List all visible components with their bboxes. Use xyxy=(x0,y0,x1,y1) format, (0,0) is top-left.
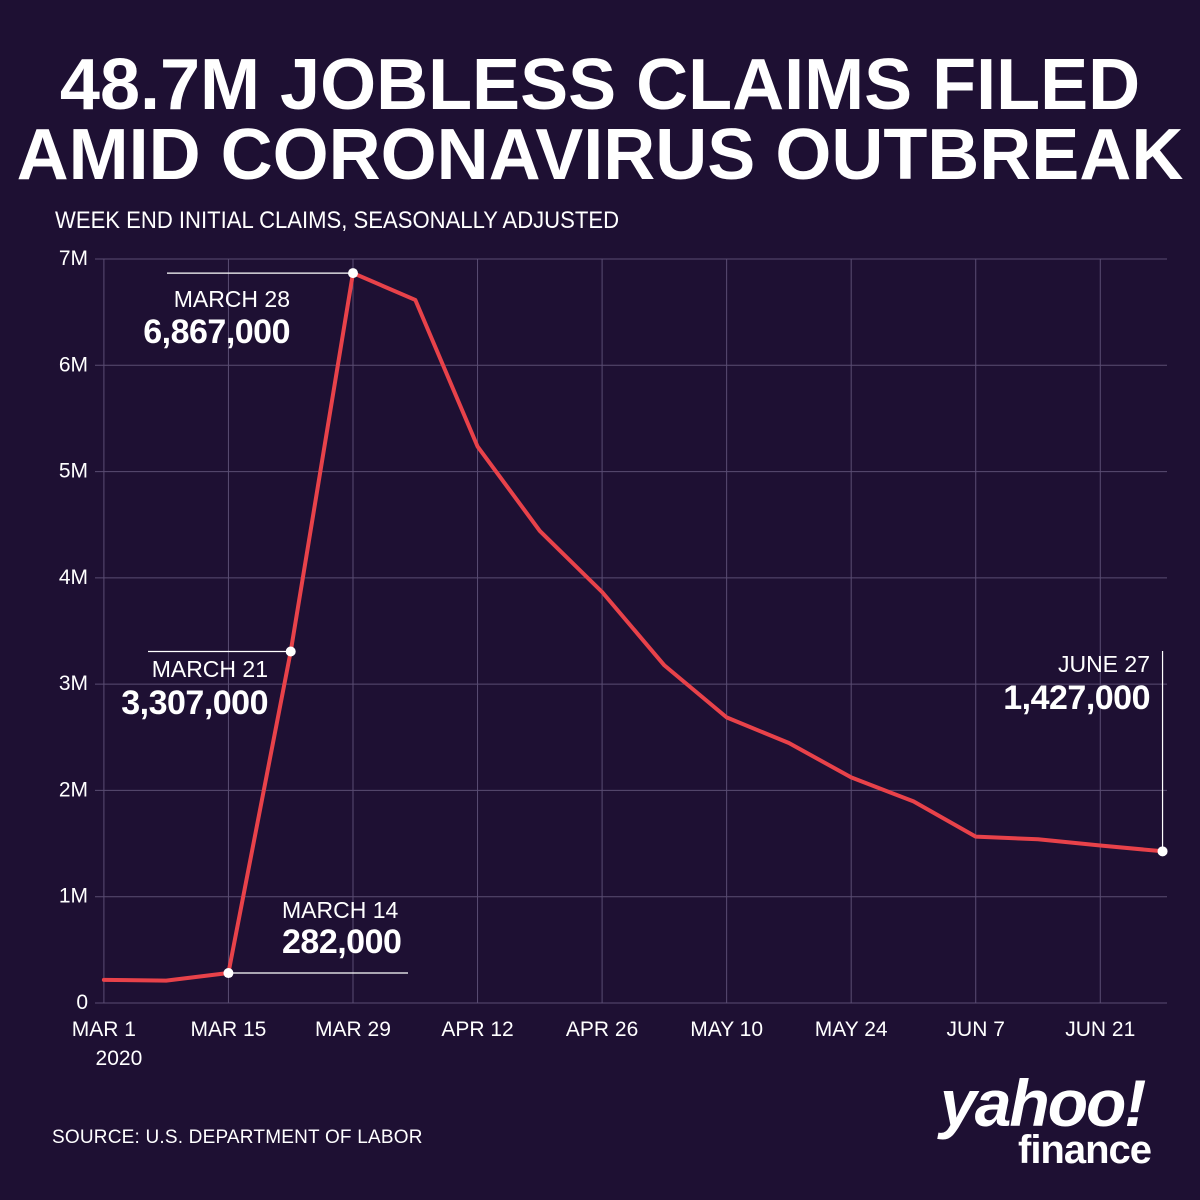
x-tick-label: JUN 21 xyxy=(1065,1018,1135,1041)
yahoo-finance-logo: yahoo! finance xyxy=(940,1066,1160,1172)
x-tick-label: JUN 7 xyxy=(947,1018,1005,1041)
y-tick-label: 0 xyxy=(76,991,88,1014)
x-tick-label: MAR 15 xyxy=(191,1018,267,1041)
logo-finance-text: finance xyxy=(1018,1128,1152,1172)
annotation-value-label: 6,867,000 xyxy=(143,313,290,351)
chart-title-line-2: AMID CORONAVIRUS OUTBREAK xyxy=(16,115,1184,195)
data-point-marker xyxy=(285,646,296,657)
axis-layer: 0 1M 2M 3M 4M 5M 6M 7M MAR 1 2020 MAR 15 MAR 29 APR … xyxy=(59,247,1135,1070)
series-layer xyxy=(101,271,1165,983)
chart-subtitle: WEEK END INITIAL CLAIMS, SEASONALLY ADJU… xyxy=(55,207,620,234)
source-note: SOURCE: U.S. DEPARTMENT OF LABOR xyxy=(52,1127,423,1148)
y-tick-label: 7M xyxy=(59,247,88,270)
point-layer xyxy=(223,268,1168,979)
annotation-date-label: MARCH 21 xyxy=(152,656,268,682)
y-tick-label: 6M xyxy=(59,353,88,376)
x-tick-label: MAR 29 xyxy=(315,1018,391,1041)
claims-series-line xyxy=(101,271,1165,983)
y-tick-label: 2M xyxy=(59,778,88,801)
y-tick-label: 3M xyxy=(59,672,88,695)
data-point-marker xyxy=(347,268,358,279)
x-tick-label: MAY 10 xyxy=(690,1018,763,1041)
annotation-date-label: MARCH 14 xyxy=(282,897,399,923)
logo-yahoo-text: yahoo! xyxy=(940,1066,1146,1140)
x-tick-label: MAY 24 xyxy=(815,1018,888,1041)
annotation-date-label: MARCH 28 xyxy=(174,286,290,312)
annotation-value-label: 282,000 xyxy=(282,923,401,961)
annotation-value-label: 1,427,000 xyxy=(1003,679,1150,717)
annotation-value-label: 3,307,000 xyxy=(121,684,268,722)
x-tick-label: APR 26 xyxy=(566,1018,638,1041)
grid-layer xyxy=(95,258,1167,1004)
data-point-marker xyxy=(223,968,234,979)
annotation-date-label: JUNE 27 xyxy=(1058,651,1150,677)
y-tick-label: 1M xyxy=(59,885,88,908)
y-tick-label: 4M xyxy=(59,566,88,589)
chart-title: 48.7M JOBLESS CLAIMS FILED AMID CORONAVI… xyxy=(0,45,1200,195)
x-tick-sublabel: 2020 xyxy=(96,1047,143,1070)
y-tick-label: 5M xyxy=(59,460,88,483)
data-point-marker xyxy=(1157,846,1168,857)
x-tick-label: APR 12 xyxy=(441,1018,513,1041)
x-tick-label: MAR 1 xyxy=(72,1018,136,1041)
chart-title-line-1: 48.7M JOBLESS CLAIMS FILED xyxy=(59,45,1141,125)
